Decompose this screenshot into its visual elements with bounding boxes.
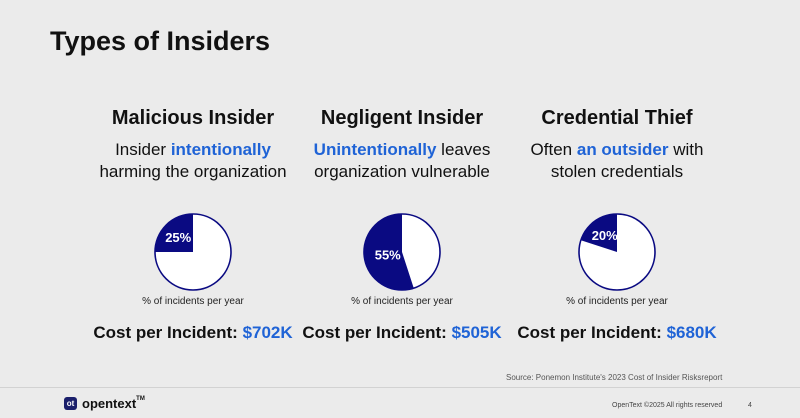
column-description: Often an outsider with stolen credential… [497, 139, 737, 183]
cost-per-incident: Cost per Incident: $680K [497, 323, 737, 343]
logo-text: opentextTM [82, 396, 145, 411]
pie-percent-label: 55% [375, 247, 401, 262]
slide-title: Types of Insiders [50, 26, 271, 56]
logo-wordmark: opentext [82, 396, 137, 411]
copyright-text: OpenText ©2025 All rights reserved [612, 402, 723, 409]
pie-chart-svg: 25% [154, 213, 232, 291]
cost-label: Cost per Incident: [517, 323, 667, 342]
pie-caption: % of incidents per year [351, 296, 453, 307]
cost-label: Cost per Incident: [93, 323, 243, 342]
page-number: 4 [748, 402, 752, 409]
desc-highlight: an outsider [576, 140, 669, 159]
cost-label: Cost per Incident: [302, 323, 452, 342]
column-heading: Credential Thief [541, 107, 693, 129]
logo-mark-icon: ot [64, 397, 77, 410]
pie-chart: 55% [282, 212, 522, 292]
pie-chart: 25% [73, 212, 313, 292]
cost-value: $505K [451, 323, 502, 342]
pie-slice [580, 214, 617, 252]
desc-text: leaves [436, 140, 491, 159]
pie-chart-svg: 20% [578, 213, 656, 291]
logo-trademark: TM [136, 396, 145, 402]
desc-text-line2: stolen credentials [550, 162, 684, 181]
cost-per-incident: Cost per Incident: $505K [282, 323, 522, 343]
column-heading: Malicious Insider [111, 107, 275, 129]
source-note: Source: Ponemon Institute's 2023 Cost of… [506, 373, 723, 382]
pie-chart: 20% [497, 212, 737, 292]
desc-text: Often [530, 140, 577, 159]
pie-caption: % of incidents per year [142, 296, 244, 307]
column-credential-thief: Credential Thief Often an outsider with … [497, 107, 737, 343]
desc-text: Insider [115, 140, 171, 159]
pie-slice [364, 214, 414, 290]
pie-caption: % of incidents per year [566, 296, 668, 307]
column-malicious-insider: Malicious Insider Insider intentionally … [73, 107, 313, 343]
pie-slice [155, 214, 193, 252]
desc-text-line2: organization vulnerable [314, 162, 490, 181]
desc-highlight: Unintentionally [313, 140, 437, 159]
desc-text-line2: harming the organization [99, 162, 287, 181]
cost-per-incident: Cost per Incident: $702K [73, 323, 313, 343]
column-description: Insider intentionally harming the organi… [73, 139, 313, 183]
pie-chart-svg: 55% [363, 213, 441, 291]
column-description: Unintentionally leaves organization vuln… [282, 139, 522, 183]
column-heading: Negligent Insider [320, 107, 484, 129]
pie-percent-label: 20% [592, 228, 618, 243]
footer-divider [0, 387, 800, 388]
opentext-logo: ot opentextTM [64, 396, 145, 411]
cost-value: $680K [666, 323, 717, 342]
pie-percent-label: 25% [165, 230, 191, 245]
desc-text: with [668, 140, 704, 159]
column-negligent-insider: Negligent Insider Unintentionally leaves… [282, 107, 522, 343]
cost-value: $702K [242, 323, 293, 342]
desc-highlight: intentionally [170, 140, 271, 159]
